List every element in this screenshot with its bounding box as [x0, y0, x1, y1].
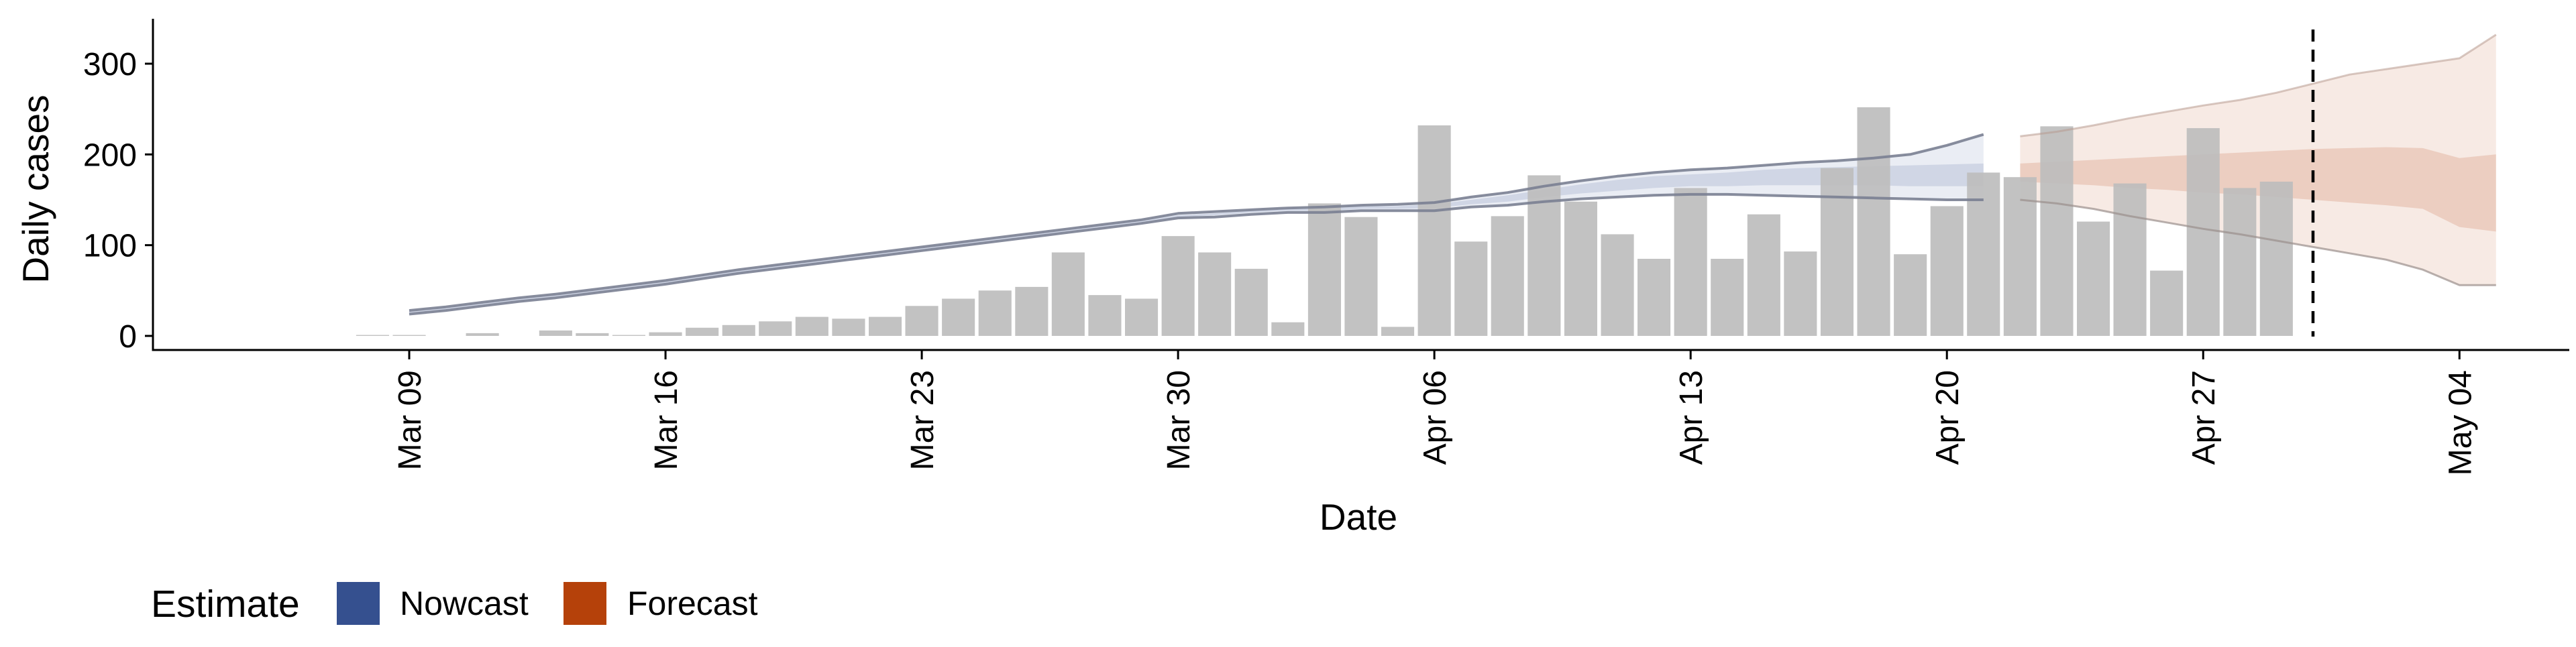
bar: [2223, 188, 2257, 336]
bar: [2003, 177, 2037, 336]
y-tick-label: 200: [83, 137, 137, 173]
bar: [1638, 259, 1671, 336]
bar: [832, 318, 865, 336]
bar: [466, 333, 499, 336]
legend-swatch-forecast: [564, 582, 606, 625]
forecast-bands: [2020, 34, 2496, 286]
forecast-lower-line: [2020, 198, 2496, 286]
bar: [1674, 188, 1707, 336]
bar: [1234, 268, 1268, 336]
bar: [978, 290, 1012, 336]
bar: [1967, 172, 2000, 336]
x-tick-label: Apr 06: [1417, 370, 1453, 465]
bar: [392, 335, 426, 336]
forecast-band-50: [2020, 147, 2496, 232]
bar: [905, 306, 938, 336]
bar: [1198, 252, 1232, 336]
bar: [1344, 217, 1378, 336]
bar: [2186, 128, 2220, 336]
bar: [1894, 254, 1927, 336]
bar: [1820, 168, 1854, 336]
bar: [759, 321, 792, 336]
x-tick-label: May 04: [2443, 370, 2478, 475]
x-tick-label: Apr 20: [1930, 370, 1966, 465]
bar: [1930, 206, 1964, 336]
x-tick-label: Apr 27: [2186, 370, 2222, 465]
legend-label-nowcast: Nowcast: [400, 585, 529, 622]
plot-area: [356, 30, 2497, 337]
bar: [1381, 327, 1415, 336]
bar: [1125, 298, 1159, 336]
legend-label-forecast: Forecast: [627, 585, 758, 622]
bar: [795, 316, 828, 336]
bar: [722, 325, 755, 336]
bar: [1564, 201, 1597, 336]
bar: [1601, 234, 1634, 336]
bar: [2040, 126, 2074, 336]
bar: [1015, 286, 1049, 336]
bar: [1784, 251, 1817, 336]
bar: [2077, 221, 2110, 336]
bar: [1454, 241, 1488, 336]
x-tick-label: Mar 30: [1161, 370, 1197, 470]
x-ticks: Mar 09 Mar 16 Mar 23 Mar 30 Apr 06 Apr 13 Apr …: [392, 350, 2478, 475]
bar: [1161, 236, 1195, 336]
y-ticks: 0 100 200 300: [83, 47, 153, 355]
legend-swatch-nowcast: [337, 582, 380, 625]
bar: [2113, 183, 2147, 336]
nowcast-upper-line: [409, 133, 1984, 312]
interval-lines: [409, 34, 2497, 316]
bar: [356, 335, 389, 336]
bar: [1271, 322, 1305, 336]
bar: [869, 316, 902, 336]
forecast-band-90: [2020, 34, 2496, 286]
forecast-upper-line: [2020, 34, 2497, 137]
y-tick-label: 300: [83, 47, 137, 82]
bar: [1051, 252, 1085, 336]
bar: [2259, 181, 2293, 336]
bar: [942, 298, 975, 336]
bar: [649, 332, 682, 336]
y-axis-title: Daily cases: [15, 95, 56, 283]
bar: [539, 330, 572, 336]
legend: Estimate Nowcast Forecast: [151, 582, 758, 626]
bar: [2150, 270, 2184, 336]
nowcast-lower-line: [409, 192, 1984, 316]
bars: [356, 107, 2293, 336]
bar: [1747, 214, 1780, 336]
bar: [1857, 107, 1890, 336]
y-tick-label: 0: [119, 319, 137, 355]
bar: [612, 335, 645, 336]
x-tick-label: Mar 23: [905, 370, 941, 470]
x-tick-label: Mar 16: [649, 370, 684, 470]
x-tick-label: Apr 13: [1674, 370, 1709, 465]
bar: [1088, 295, 1122, 336]
x-tick-label: Mar 09: [392, 370, 428, 470]
axes: 0 100 200 300 Mar 09 Mar 16 Mar 23 Mar 30 Apr 0…: [83, 19, 2569, 475]
y-tick-label: 100: [83, 229, 137, 264]
bar: [1491, 216, 1524, 336]
bar: [1711, 259, 1744, 336]
bar: [686, 327, 719, 336]
bar: [1417, 125, 1451, 336]
bar: [1307, 203, 1341, 336]
bar: [576, 333, 609, 336]
x-axis-title: Date: [1320, 496, 1397, 538]
legend-title: Estimate: [151, 583, 300, 626]
